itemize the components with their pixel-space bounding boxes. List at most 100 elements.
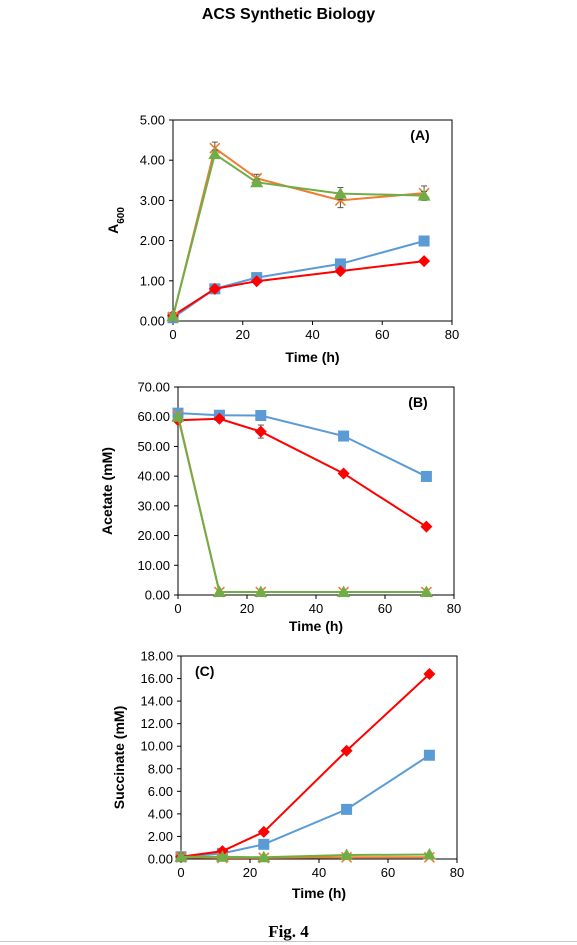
y-tick-label: 40.00 (137, 469, 170, 484)
series-diamond (167, 255, 431, 322)
y-axis-label: Succinate (mM) (111, 706, 127, 809)
data-point (417, 189, 431, 201)
x-axis-label: Time (h) (289, 618, 343, 634)
x-tick-label: 20 (236, 327, 250, 342)
series-diamond (175, 668, 436, 863)
data-point (337, 467, 350, 480)
x-tick-label: 40 (312, 865, 326, 880)
y-tick-label: 60.00 (137, 409, 170, 424)
series-square (167, 235, 430, 324)
data-point (341, 803, 353, 815)
y-tick-label: 70.00 (137, 380, 170, 395)
y-tick-label: 4.00 (148, 806, 173, 821)
x-tick-label: 80 (447, 601, 461, 616)
series-triangle (171, 410, 433, 598)
journal-header: ACS Synthetic Biology (201, 6, 376, 23)
x-tick-label: 20 (240, 601, 254, 616)
y-tick-label: 2.00 (140, 233, 165, 248)
data-point (254, 585, 268, 598)
y-axis-label-subscript: 600 (116, 207, 127, 224)
data-point (333, 187, 347, 199)
x-tick-label: 60 (381, 865, 395, 880)
data-point (215, 850, 229, 862)
data-point (257, 825, 270, 838)
y-tick-label: 0.00 (148, 852, 173, 867)
data-point (334, 265, 347, 278)
y-tick-label: 8.00 (148, 761, 173, 776)
y-tick-label: 4.00 (140, 153, 165, 168)
panel-label: (B) (408, 394, 427, 410)
data-point (418, 255, 431, 268)
x-tick-label: 60 (375, 327, 389, 342)
series-line (180, 673, 431, 858)
y-tick-label: 1.00 (140, 273, 165, 288)
y-tick-label: 14.00 (140, 694, 173, 709)
data-point (174, 850, 188, 862)
data-point (338, 430, 350, 442)
y-tick-label: 5.00 (140, 113, 165, 128)
y-tick-label: 0.00 (140, 314, 165, 329)
figure-caption: Fig. 4 (268, 922, 309, 941)
y-tick-label: 10.00 (140, 739, 173, 754)
series-line (177, 412, 427, 478)
data-point (419, 585, 433, 598)
x-tick-label: 80 (445, 327, 459, 342)
data-point (337, 585, 351, 598)
series-square (175, 749, 435, 863)
x-tick-label: 0 (177, 865, 184, 880)
y-tick-label: 30.00 (137, 498, 170, 513)
page-divider (0, 941, 577, 942)
y-tick-label: 2.00 (148, 829, 173, 844)
y-tick-label: 10.00 (137, 558, 170, 573)
y-tick-label: 6.00 (148, 784, 173, 799)
data-point (340, 744, 353, 757)
y-tick-label: 18.00 (140, 649, 173, 664)
data-point (212, 585, 226, 598)
y-tick-label: 50.00 (137, 439, 170, 454)
panel-label: (A) (410, 127, 429, 143)
data-point (420, 470, 432, 482)
data-point (423, 749, 435, 761)
data-point (213, 412, 226, 425)
y-axis-label: Acetate (mM) (99, 447, 115, 535)
data-point (422, 847, 436, 860)
y-tick-label: 20.00 (137, 528, 170, 543)
data-point (254, 425, 267, 438)
x-tick-label: 80 (450, 865, 464, 880)
x-tick-label: 40 (309, 601, 323, 616)
x-tick-label: 0 (169, 327, 176, 342)
y-axis-label: A600 (105, 207, 127, 234)
y-tick-label: 3.00 (140, 193, 165, 208)
y-tick-label: 0.00 (145, 588, 170, 603)
chart-panel-3: 0.00 2.00 4.00 6.00 8.00 10.00 12.00 14.00 16.00… (111, 649, 464, 902)
data-point (340, 848, 354, 861)
x-axis-label: Time (h) (292, 885, 346, 901)
data-point (257, 850, 271, 863)
x-tick-label: 20 (243, 865, 257, 880)
panel-label: (C) (195, 663, 214, 679)
series-x (172, 409, 432, 598)
data-point (420, 520, 433, 533)
data-point (334, 258, 346, 270)
series-line (177, 417, 427, 528)
series-triangle (166, 147, 431, 322)
y-tick-label: 16.00 (140, 671, 173, 686)
chart-panel-1: 0.00 1.00 2.00 3.00 4.00 5.00 0 20 40 60 80 Time (h… (105, 113, 459, 366)
x-axis-label: Time (h) (285, 349, 339, 365)
x-tick-label: 40 (305, 327, 319, 342)
y-tick-label: 12.00 (140, 716, 173, 731)
data-point (255, 410, 267, 422)
x-tick-label: 0 (174, 601, 181, 616)
x-tick-label: 60 (378, 601, 392, 616)
data-point (423, 668, 436, 681)
chart-panel-2: 0.00 10.00 20.00 30.00 40.00 50.00 60.00 70.00 0… (99, 380, 461, 635)
data-point (208, 147, 222, 160)
data-point (250, 175, 264, 188)
data-point (166, 309, 180, 322)
series-line (180, 754, 430, 858)
data-point (418, 235, 430, 247)
data-point (208, 282, 221, 295)
data-point (171, 410, 185, 422)
series-triangle (174, 847, 436, 863)
